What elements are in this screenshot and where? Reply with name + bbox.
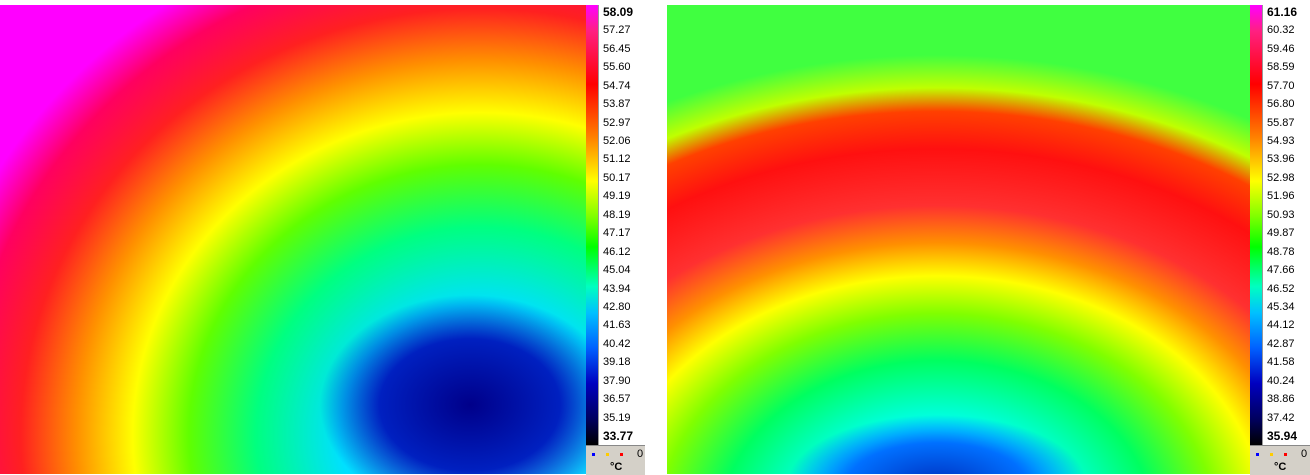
scale-label: 40.24 — [1267, 375, 1295, 387]
scale-label: 61.16 — [1267, 6, 1297, 18]
scale-label: 42.80 — [603, 301, 631, 313]
thermal-image — [667, 5, 1250, 474]
scale-label: 38.86 — [1267, 393, 1295, 405]
scale-label: 35.94 — [1267, 430, 1297, 442]
scale-label: 45.04 — [603, 264, 631, 276]
marker — [592, 453, 595, 456]
scale-label: 56.80 — [1267, 98, 1295, 110]
scale-label: 46.52 — [1267, 283, 1295, 295]
scale-label: 55.87 — [1267, 117, 1295, 129]
scale-label: 49.19 — [603, 190, 631, 202]
color-scale — [1250, 5, 1262, 445]
scale-label: 54.74 — [603, 80, 631, 92]
scale-label: 59.46 — [1267, 43, 1295, 55]
scale-label: 54.93 — [1267, 135, 1295, 147]
scale-label: 53.96 — [1267, 153, 1295, 165]
scale-label: 49.87 — [1267, 227, 1295, 239]
unit: °C — [1274, 461, 1286, 473]
marker — [620, 453, 623, 456]
marker — [1256, 453, 1259, 456]
scale-label: 58.09 — [603, 6, 633, 18]
color-scale — [586, 5, 598, 445]
scale-label: 55.60 — [603, 61, 631, 73]
scale-labels: 61.16 60.32 59.46 58.59 57.70 56.80 55.87 54.93… — [1262, 5, 1310, 445]
scale-label: 48.78 — [1267, 246, 1295, 258]
scale-label: 50.17 — [603, 172, 631, 184]
scale-label: 52.98 — [1267, 172, 1295, 184]
scale-label: 43.94 — [603, 283, 631, 295]
marker — [1284, 453, 1287, 456]
thermal-image — [0, 5, 586, 474]
scale-label: 45.34 — [1267, 301, 1295, 313]
scale-footer: 0 °C — [586, 445, 645, 475]
scale-label: 60.32 — [1267, 24, 1295, 36]
counter: 0 — [637, 448, 643, 460]
scale-footer: 0 °C — [1250, 445, 1310, 475]
scale-label: 58.59 — [1267, 61, 1295, 73]
scale-label: 42.87 — [1267, 338, 1295, 350]
scale-label: 44.12 — [1267, 319, 1295, 331]
scale-label: 37.42 — [1267, 412, 1295, 424]
counter: 0 — [1301, 448, 1307, 460]
scale-label: 41.58 — [1267, 356, 1295, 368]
scale-label: 52.97 — [603, 117, 631, 129]
scale-label: 37.90 — [603, 375, 631, 387]
scale-label: 56.45 — [603, 43, 631, 55]
scale-label: 47.66 — [1267, 264, 1295, 276]
scale-label: 51.96 — [1267, 190, 1295, 202]
scale-label: 53.87 — [603, 98, 631, 110]
scale-label: 51.12 — [603, 153, 631, 165]
scale-label: 33.77 — [603, 430, 633, 442]
scale-label: 41.63 — [603, 319, 631, 331]
unit: °C — [610, 461, 622, 473]
marker — [606, 453, 609, 456]
scale-label: 57.70 — [1267, 80, 1295, 92]
page: 58.09 57.27 56.45 55.60 54.74 53.87 52.97 52.06… — [0, 0, 1310, 474]
scale-label: 47.17 — [603, 227, 631, 239]
scale-labels: 58.09 57.27 56.45 55.60 54.74 53.87 52.97 52.06… — [598, 5, 646, 445]
scale-label: 46.12 — [603, 246, 631, 258]
marker — [1270, 453, 1273, 456]
scale-label: 50.93 — [1267, 209, 1295, 221]
scale-label: 36.57 — [603, 393, 631, 405]
scale-label: 52.06 — [603, 135, 631, 147]
scale-label: 57.27 — [603, 24, 631, 36]
scale-label: 48.19 — [603, 209, 631, 221]
scale-label: 35.19 — [603, 412, 631, 424]
scale-label: 39.18 — [603, 356, 631, 368]
scale-label: 40.42 — [603, 338, 631, 350]
